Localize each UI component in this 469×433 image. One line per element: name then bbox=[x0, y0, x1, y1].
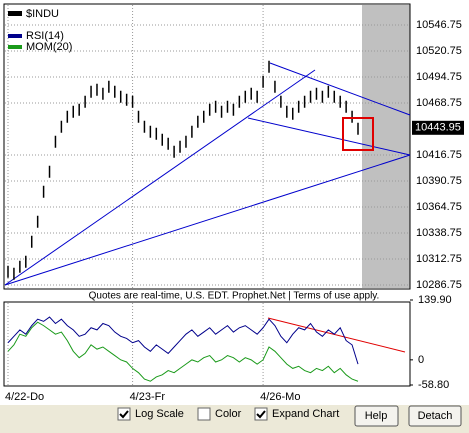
indicator-line bbox=[7, 316, 359, 365]
button-label[interactable]: Detach bbox=[418, 410, 453, 422]
x-tick-label: 4/22-Do bbox=[5, 391, 44, 403]
trend-line bbox=[4, 69, 316, 286]
last-price-box bbox=[412, 120, 464, 135]
legend-label: RSI(14) bbox=[26, 30, 64, 42]
last-price-label: 10443.95 bbox=[415, 122, 461, 134]
checkbox[interactable] bbox=[254, 407, 268, 421]
y-tick-label: 0 bbox=[418, 354, 424, 366]
trend-line bbox=[247, 117, 411, 156]
y-tick-label: 10416.75 bbox=[416, 149, 462, 161]
legend-label: MOM(20) bbox=[26, 41, 72, 53]
x-tick-label: 4/26-Mo bbox=[260, 391, 300, 403]
notice: Quotes are real-time, U.S. EDT. Prophet.… bbox=[89, 291, 380, 302]
legend-swatch bbox=[8, 45, 22, 49]
y-tick-label: 10364.75 bbox=[416, 201, 462, 213]
y-tick-label: 10494.75 bbox=[416, 71, 462, 83]
checkbox-label[interactable]: Expand Chart bbox=[272, 408, 339, 420]
checkbox[interactable] bbox=[117, 407, 131, 421]
future-area bbox=[362, 5, 410, 288]
trend-line bbox=[4, 154, 411, 286]
trend-line bbox=[269, 62, 411, 116]
detach-button[interactable] bbox=[408, 405, 462, 427]
button-label[interactable]: Help bbox=[365, 410, 388, 422]
legend-swatch bbox=[8, 11, 22, 16]
indicator-line bbox=[7, 321, 359, 382]
y-tick-label: -58.80 bbox=[418, 379, 449, 391]
check bbox=[119, 410, 129, 419]
highlight-box bbox=[342, 117, 374, 151]
checkbox[interactable] bbox=[197, 407, 211, 421]
y-tick-label: 10312.75 bbox=[416, 253, 462, 265]
price-pane bbox=[3, 3, 411, 290]
check bbox=[256, 410, 266, 419]
y-tick-label: 139.90 bbox=[418, 294, 452, 306]
y-tick-label: 10468.75 bbox=[416, 97, 462, 109]
legend-swatch bbox=[8, 34, 22, 38]
checkbox-label[interactable]: Log Scale bbox=[135, 408, 184, 420]
x-tick-label: 4/23-Fr bbox=[130, 391, 166, 403]
y-tick-label: 10338.75 bbox=[416, 227, 462, 239]
y-tick-label: 10546.75 bbox=[416, 19, 462, 31]
checkbox-label[interactable]: Color bbox=[215, 408, 242, 420]
indicator-trend-line bbox=[267, 317, 406, 353]
help-button[interactable] bbox=[354, 405, 399, 427]
y-tick-label: 10286.75 bbox=[416, 279, 462, 291]
legend-label: $INDU bbox=[26, 8, 59, 20]
indicator-pane bbox=[3, 301, 411, 387]
y-tick-label: 10520.75 bbox=[416, 45, 462, 57]
y-tick-label: 10390.75 bbox=[416, 175, 462, 187]
